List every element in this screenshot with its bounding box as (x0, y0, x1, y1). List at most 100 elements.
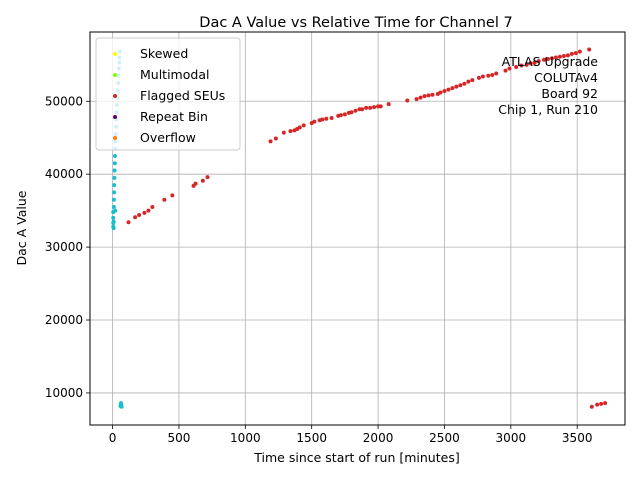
data-point (561, 54, 566, 59)
data-point (111, 215, 116, 220)
data-point (320, 117, 325, 122)
plot-area-frame (89, 31, 626, 426)
data-point (288, 129, 293, 134)
data-point (338, 113, 343, 118)
data-point (112, 183, 117, 188)
x-axis-ticks: 0 500 1000 1500 2000 2500 3000 3500 (109, 425, 593, 445)
data-point (553, 55, 558, 60)
data-point (378, 104, 383, 109)
data-point (111, 226, 116, 231)
data-point (480, 74, 485, 79)
data-point (528, 61, 533, 66)
data-point (486, 73, 491, 78)
data-point (372, 105, 377, 110)
y-axis-label: Dac A Value (14, 190, 29, 265)
data-point (170, 193, 175, 198)
data-point (205, 175, 210, 180)
data-point (386, 102, 391, 107)
data-point (200, 178, 205, 183)
y-tick-label: 10000 (45, 386, 83, 400)
data-point (111, 204, 116, 209)
data-point (599, 401, 604, 406)
data-point (364, 105, 369, 110)
data-point (569, 51, 574, 56)
data-point (405, 98, 410, 103)
data-point (414, 97, 419, 102)
data-point (162, 197, 167, 202)
legend-label: Flagged SEUs (140, 88, 225, 103)
annotation-line: COLUTAv4 (534, 70, 598, 85)
y-tick-label: 40000 (45, 167, 83, 181)
data-point (111, 197, 116, 202)
data-point (112, 175, 117, 180)
data-point (542, 57, 547, 62)
legend: Skewed Multimodal Flagged SEUs Repeat Bi… (95, 37, 241, 151)
x-tick-label: 1500 (296, 431, 327, 445)
data-point (577, 49, 582, 54)
data-point (454, 84, 459, 89)
data-point (557, 54, 562, 59)
data-point (349, 110, 354, 115)
series-1 (126, 47, 608, 409)
y-axis-ticks: 10000 20000 30000 40000 50000 (45, 94, 90, 400)
data-point (268, 139, 273, 144)
data-point (458, 83, 463, 88)
data-point (587, 47, 592, 52)
data-point (301, 123, 306, 128)
legend-marker (113, 73, 117, 77)
legend-label: Multimodal (140, 67, 209, 82)
x-tick-label: 500 (167, 431, 190, 445)
data-point (422, 94, 427, 99)
x-axis-label: Time since start of run [minutes] (253, 450, 459, 465)
data-point (514, 64, 519, 69)
data-point (589, 404, 594, 409)
data-point (462, 81, 467, 86)
data-point (324, 116, 329, 121)
x-tick-label: 2500 (429, 431, 460, 445)
data-point (524, 62, 529, 67)
annotation-line: ATLAS Upgrade (502, 54, 599, 69)
data-point (466, 79, 471, 84)
data-point (546, 56, 551, 61)
data-point (137, 213, 142, 218)
annotation-text: ATLAS Upgrade COLUTAv4 Board 92 Chip 1, … (498, 54, 598, 117)
data-point (573, 51, 578, 56)
data-point (426, 93, 431, 98)
annotation-line: Board 92 (541, 86, 598, 101)
data-point (446, 87, 451, 92)
x-tick-label: 2000 (363, 431, 394, 445)
annotation-line: Chip 1, Run 210 (498, 102, 598, 117)
data-point (112, 168, 117, 173)
legend-label: Skewed (140, 46, 188, 61)
data-point (532, 60, 537, 65)
legend-marker (113, 52, 117, 56)
data-point (470, 78, 475, 83)
y-tick-label: 20000 (45, 313, 83, 327)
data-point (113, 208, 118, 213)
data-point (476, 75, 481, 80)
data-point (519, 63, 524, 68)
data-point (329, 116, 334, 121)
legend-box (95, 37, 241, 151)
data-point (193, 181, 198, 186)
data-point (273, 136, 278, 141)
data-point (111, 219, 116, 224)
data-points (111, 47, 608, 409)
legend-marker (113, 94, 117, 98)
x-tick-label: 3500 (562, 431, 593, 445)
data-point (119, 404, 124, 409)
legend-marker (113, 115, 117, 119)
data-point (536, 59, 541, 64)
data-point (503, 68, 508, 73)
data-point (450, 86, 455, 91)
data-point (430, 92, 435, 97)
legend-label: Overflow (140, 130, 196, 145)
y-tick-label: 50000 (45, 94, 83, 108)
data-point (368, 105, 373, 110)
data-point (126, 220, 131, 225)
data-point (112, 190, 117, 195)
data-point (565, 53, 570, 58)
grid-lines (90, 32, 625, 425)
data-point (342, 112, 347, 117)
